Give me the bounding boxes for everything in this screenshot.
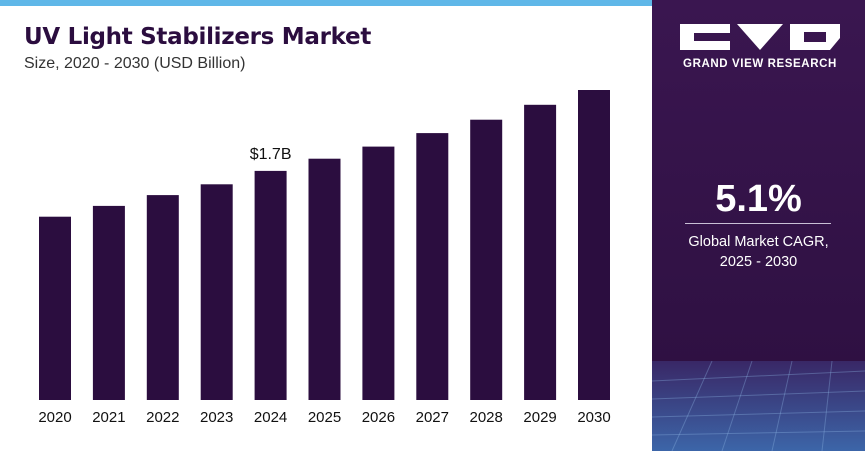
chart-subtitle: Size, 2020 - 2030 (USD Billion) xyxy=(24,55,246,72)
bar-2026 xyxy=(362,146,395,400)
bar-2022 xyxy=(146,195,179,400)
info-panel: GRAND VIEW RESEARCH 5.1% Global Market C… xyxy=(652,0,865,451)
cagr-divider xyxy=(685,223,831,224)
bar-2020 xyxy=(39,216,71,400)
x-tick-label-2027: 2027 xyxy=(416,409,449,426)
panel-decor-gradient xyxy=(652,361,865,451)
x-tick-label-2024: 2024 xyxy=(254,409,287,426)
bar-2025 xyxy=(308,158,341,400)
brand-name: GRAND VIEW RESEARCH xyxy=(683,58,837,70)
cagr-value: 5.1% xyxy=(715,178,802,220)
x-tick-label-2025: 2025 xyxy=(308,409,341,426)
bar-2027 xyxy=(416,133,449,400)
x-tick-label-2030: 2030 xyxy=(577,409,610,426)
bar-2029 xyxy=(524,104,557,401)
bar-2023 xyxy=(200,184,233,400)
cagr-label: Global Market CAGR, 2025 - 2030 xyxy=(652,232,865,272)
panel-decor-grid xyxy=(652,361,865,451)
x-tick-label-2028: 2028 xyxy=(470,409,503,426)
cagr-label-line2: 2025 - 2030 xyxy=(719,254,798,270)
x-tick-label-2021: 2021 xyxy=(92,409,125,426)
bar-2024 xyxy=(254,170,287,400)
bar-chart: 2020 2021 2022 2023 2024 $1.7B 2025 2026 2027 202… xyxy=(38,90,611,426)
brand-logo-mark xyxy=(680,24,840,50)
bar-2030 xyxy=(578,90,610,400)
cagr-label-line1: Global Market CAGR, xyxy=(688,234,829,250)
brand-logo: GRAND VIEW RESEARCH xyxy=(680,24,840,70)
x-tick-label-2022: 2022 xyxy=(146,409,179,426)
bar-2028 xyxy=(470,119,503,400)
x-tick-label-2026: 2026 xyxy=(362,409,395,426)
data-label-2024: $1.7B xyxy=(250,146,292,163)
top-accent-strip xyxy=(0,0,652,6)
bar-2021 xyxy=(92,205,125,400)
x-tick-label-2029: 2029 xyxy=(523,409,556,426)
x-tick-label-2023: 2023 xyxy=(200,409,233,426)
x-tick-label-2020: 2020 xyxy=(38,409,71,426)
chart-title: UV Light Stabilizers Market xyxy=(24,24,372,50)
